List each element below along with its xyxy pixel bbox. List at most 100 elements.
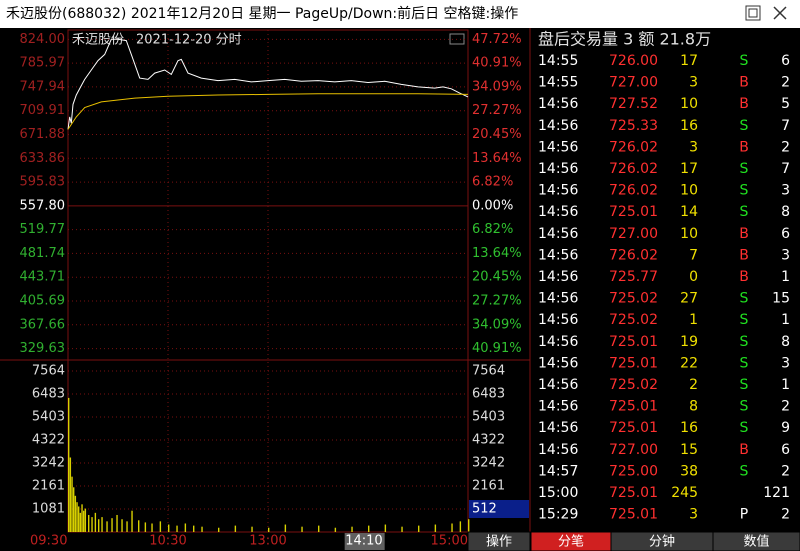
chart-date: 2021-12-20 分时 — [136, 33, 242, 48]
trade-volume: 16 — [680, 118, 698, 134]
volume-bar — [301, 526, 303, 532]
tab[interactable] — [712, 531, 800, 551]
cursor-time: 14:10 — [345, 534, 382, 549]
trade-price: 725.01 — [609, 485, 658, 501]
trade-count: 2 — [781, 75, 790, 91]
close-button[interactable] — [773, 6, 787, 20]
tab-label[interactable]: 分笔 — [558, 534, 584, 550]
price-tick-label: 671.88 — [20, 127, 66, 142]
trade-count: 5 — [781, 96, 790, 112]
trade-volume: 10 — [680, 183, 698, 199]
trade-volume: 7 — [689, 247, 698, 263]
percent-tick-label: 13.64% — [472, 151, 522, 166]
cursor-time-box — [344, 533, 385, 550]
tab-label[interactable]: 分钟 — [649, 534, 675, 550]
volume-bar — [131, 510, 133, 532]
trade-flag: B — [739, 269, 749, 285]
trade-count: 9 — [781, 420, 790, 436]
volume-bar — [76, 502, 78, 532]
trade-time: 14:56 — [538, 399, 578, 415]
trade-price: 725.01 — [609, 334, 658, 350]
trade-price: 727.00 — [609, 75, 658, 91]
volume-bar — [106, 521, 108, 532]
volume-bar — [334, 527, 337, 532]
trade-volume: 38 — [680, 463, 698, 479]
trade-count: 1 — [781, 377, 790, 393]
percent-tick-label: 34.09% — [472, 79, 522, 94]
restore-button[interactable] — [745, 5, 761, 21]
close-icon — [773, 6, 787, 20]
trade-flag: S — [740, 291, 749, 307]
trade-volume: 22 — [680, 355, 698, 371]
trade-count: 8 — [781, 204, 790, 220]
trade-time: 14:56 — [538, 247, 578, 263]
tab-label[interactable]: 数值 — [743, 534, 769, 550]
trade-price: 725.01 — [609, 204, 658, 220]
trade-time: 14:56 — [538, 312, 578, 328]
trade-price: 725.02 — [609, 377, 658, 393]
trade-time: 14:56 — [538, 377, 578, 393]
trade-flag: S — [740, 118, 749, 134]
trade-flag: B — [739, 96, 749, 112]
trade-time: 14:56 — [538, 96, 578, 112]
volume-bar — [451, 523, 453, 532]
volume-tick-label-right: 3242 — [472, 455, 505, 470]
cursor-volume-box — [469, 500, 529, 518]
volume-bar — [284, 524, 287, 532]
trade-time: 14:56 — [538, 226, 578, 242]
price-tick-label: 709.91 — [20, 103, 66, 118]
trade-count: 3 — [781, 183, 790, 199]
trade-flag: B — [739, 442, 749, 458]
trade-time: 14:56 — [538, 334, 578, 350]
trade-count: 7 — [781, 118, 790, 134]
trade-count: 6 — [781, 53, 790, 69]
volume-bar — [384, 524, 387, 532]
trade-count: 3 — [781, 355, 790, 371]
price-tick-label: 595.83 — [20, 175, 66, 190]
volume-bar — [201, 526, 203, 532]
volume-bar — [318, 525, 320, 532]
trade-flag: S — [740, 463, 749, 479]
trade-volume: 0 — [689, 269, 698, 285]
trade-count: 6 — [781, 226, 790, 242]
percent-tick-label: 27.27% — [472, 293, 522, 308]
time-tick-label: 13:00 — [249, 534, 286, 549]
window-title: 禾迈股份(688032) 2021年12月20日 星期一 PageUp/Down… — [6, 5, 518, 22]
volume-bar — [351, 526, 353, 532]
trade-volume: 15 — [680, 442, 698, 458]
price-tick-label: 785.97 — [20, 56, 66, 71]
trade-volume: 27 — [680, 291, 698, 307]
volume-tick-label-right: 2161 — [472, 479, 505, 494]
plot-frame — [67, 29, 469, 533]
tab[interactable] — [467, 531, 531, 551]
tab-label[interactable]: 操作 — [486, 534, 512, 550]
trade-flag: B — [739, 139, 749, 155]
trade-volume: 10 — [680, 96, 698, 112]
volume-bar — [268, 527, 270, 532]
trade-time: 14:56 — [538, 204, 578, 220]
volume-bar — [98, 519, 100, 532]
price-tick-label: 405.69 — [20, 294, 66, 309]
volume-bar — [73, 487, 75, 532]
trade-volume: 3 — [689, 507, 698, 523]
trade-time: 14:56 — [538, 269, 578, 285]
trade-flag: P — [740, 507, 748, 523]
trade-count: 2 — [781, 139, 790, 155]
trade-count: 2 — [781, 507, 790, 523]
percent-tick-label: 6.82% — [472, 222, 513, 237]
trade-time: 14:56 — [538, 442, 578, 458]
trade-time: 15:00 — [538, 485, 578, 501]
volume-bar — [151, 523, 153, 532]
trade-count: 1 — [781, 312, 790, 328]
volume-bar — [84, 508, 87, 532]
volume-bar — [144, 522, 147, 532]
trade-flag: S — [740, 399, 749, 415]
trade-volume: 14 — [680, 204, 698, 220]
price-tick-label: 367.66 — [20, 317, 66, 332]
volume-tick-label: 1081 — [32, 501, 65, 516]
volume-tick-label: 6483 — [32, 387, 65, 402]
volume-tick-label-right: 4322 — [472, 433, 505, 448]
trade-volume: 17 — [680, 53, 698, 69]
trade-price: 725.01 — [609, 507, 658, 523]
